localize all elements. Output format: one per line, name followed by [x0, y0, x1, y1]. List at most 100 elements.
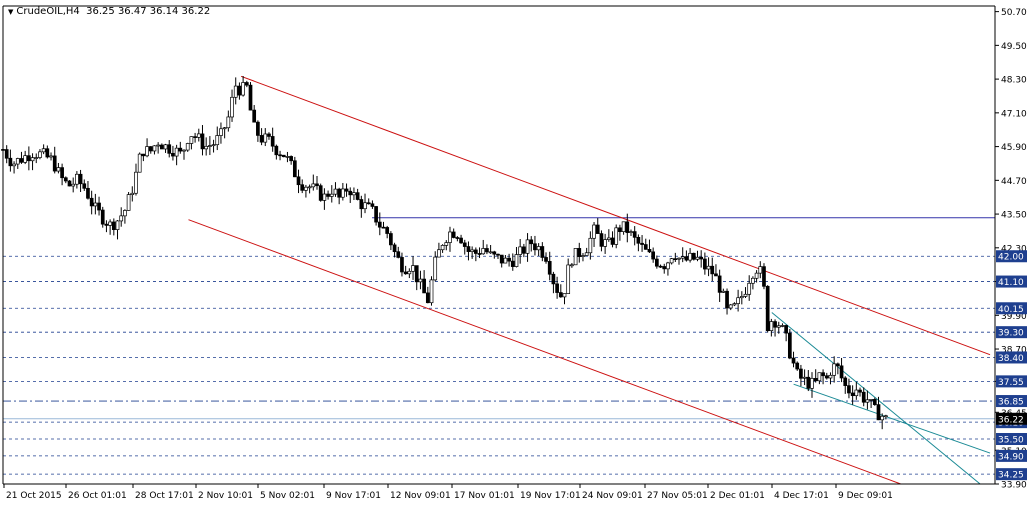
candle-body	[773, 321, 777, 328]
candle-body	[751, 277, 755, 284]
candle-body	[171, 152, 175, 157]
candle-body	[684, 256, 689, 261]
candle-body	[721, 290, 726, 293]
candle-body	[222, 127, 227, 130]
candle-body	[884, 415, 888, 418]
candle-body	[732, 303, 737, 306]
x-tick-label: 2 Dec 01:01	[710, 491, 765, 501]
price-tag	[996, 326, 1027, 339]
candle-body	[82, 183, 87, 189]
triangle-down-icon[interactable]: ▼	[8, 8, 14, 16]
candle-body	[248, 84, 253, 111]
candle-body	[348, 190, 353, 196]
y-tick-label: 43.50	[1001, 211, 1027, 221]
candle-body	[473, 249, 478, 254]
candle-body	[625, 221, 630, 233]
candle-body	[208, 145, 212, 147]
x-tick-label: 2 Nov 10:01	[198, 491, 253, 501]
candle-body	[156, 144, 161, 147]
candle-body	[551, 273, 556, 285]
trend-lines	[188, 75, 995, 485]
candle-body	[558, 292, 563, 298]
candle-body	[581, 255, 585, 257]
y-tick-label: 47.10	[1001, 109, 1027, 119]
chart-title: ▼ CrudeOIL,H4 36.25 36.47 36.14 36.22	[8, 6, 210, 17]
candle-body	[529, 239, 534, 245]
candle-body	[385, 227, 390, 234]
axes: 50.70 49.50 48.30 47.10 45.90 44.70 43.50 42.30…	[2, 5, 1027, 501]
x-tick-label: 27 Nov 05:01	[647, 491, 708, 501]
candle-body	[795, 362, 800, 370]
candle-body	[355, 192, 360, 200]
level-lines	[3, 255, 995, 475]
y-tick-label: 48.30	[1001, 76, 1027, 86]
candle-body	[366, 202, 371, 205]
candle-body	[414, 265, 419, 283]
candle-body	[252, 109, 257, 123]
candle-body	[459, 237, 463, 244]
candle-body	[758, 266, 763, 274]
candle-body	[651, 251, 656, 260]
candle-body	[677, 257, 681, 260]
x-tick-label: 5 Nov 02:01	[260, 491, 315, 501]
price-tag-label: 38.40	[998, 354, 1024, 364]
candle-body	[503, 257, 508, 264]
candle-body	[182, 149, 186, 152]
candle-body	[244, 82, 249, 86]
candle-body	[566, 264, 571, 294]
candle-body	[695, 256, 700, 260]
candle-body	[422, 278, 426, 294]
candle-body	[60, 167, 64, 179]
price-tag	[996, 302, 1027, 315]
candle-body	[588, 237, 593, 254]
candle-body	[134, 171, 138, 194]
candle-body	[839, 365, 844, 379]
candle-body	[341, 188, 345, 198]
candle-body	[148, 146, 153, 152]
y-tick-label: 38.70	[1001, 346, 1027, 356]
price-tag	[996, 250, 1027, 263]
x-tick-label: 26 Oct 01:01	[68, 491, 127, 501]
candle-body	[869, 399, 873, 401]
candle-body	[86, 187, 90, 199]
candle-body	[525, 239, 530, 254]
price-tag-label: 40.15	[998, 305, 1024, 315]
candle-body	[547, 261, 552, 275]
candle-body	[38, 151, 42, 158]
candle-body	[444, 242, 449, 246]
candle-body	[34, 157, 39, 159]
y-tick-label: 50.70	[1001, 8, 1027, 18]
candle-body	[115, 220, 120, 230]
candle-body	[654, 258, 659, 267]
candle-body	[344, 188, 349, 192]
x-tick-label: 9 Nov 17:01	[326, 491, 381, 501]
candle-body	[329, 193, 334, 197]
candle-body	[776, 325, 781, 328]
candle-body	[880, 415, 885, 421]
candle-body	[470, 249, 474, 252]
price-tag	[996, 351, 1027, 364]
candle-body	[159, 144, 164, 150]
y-tick-label: 42.30	[1001, 244, 1027, 254]
candle-body	[189, 136, 194, 144]
candle-body	[466, 246, 471, 252]
candle-body	[318, 185, 323, 201]
candle-body	[595, 224, 600, 234]
candle-body	[45, 148, 50, 158]
candle-body	[662, 266, 667, 270]
candle-body	[437, 249, 441, 258]
candle-body	[326, 193, 330, 197]
candle-body	[499, 254, 504, 264]
candle-body	[817, 372, 822, 382]
candle-body	[762, 266, 766, 287]
candle-body	[359, 199, 364, 210]
x-tick-label: 4 Dec 17:01	[774, 491, 829, 501]
y-tick-label: 39.90	[1001, 312, 1027, 322]
candle-body	[52, 155, 57, 172]
candle-body	[865, 399, 870, 403]
candle-body	[392, 244, 397, 253]
candle-body	[204, 145, 209, 150]
candle-body	[292, 160, 297, 178]
candle-body	[618, 227, 622, 232]
